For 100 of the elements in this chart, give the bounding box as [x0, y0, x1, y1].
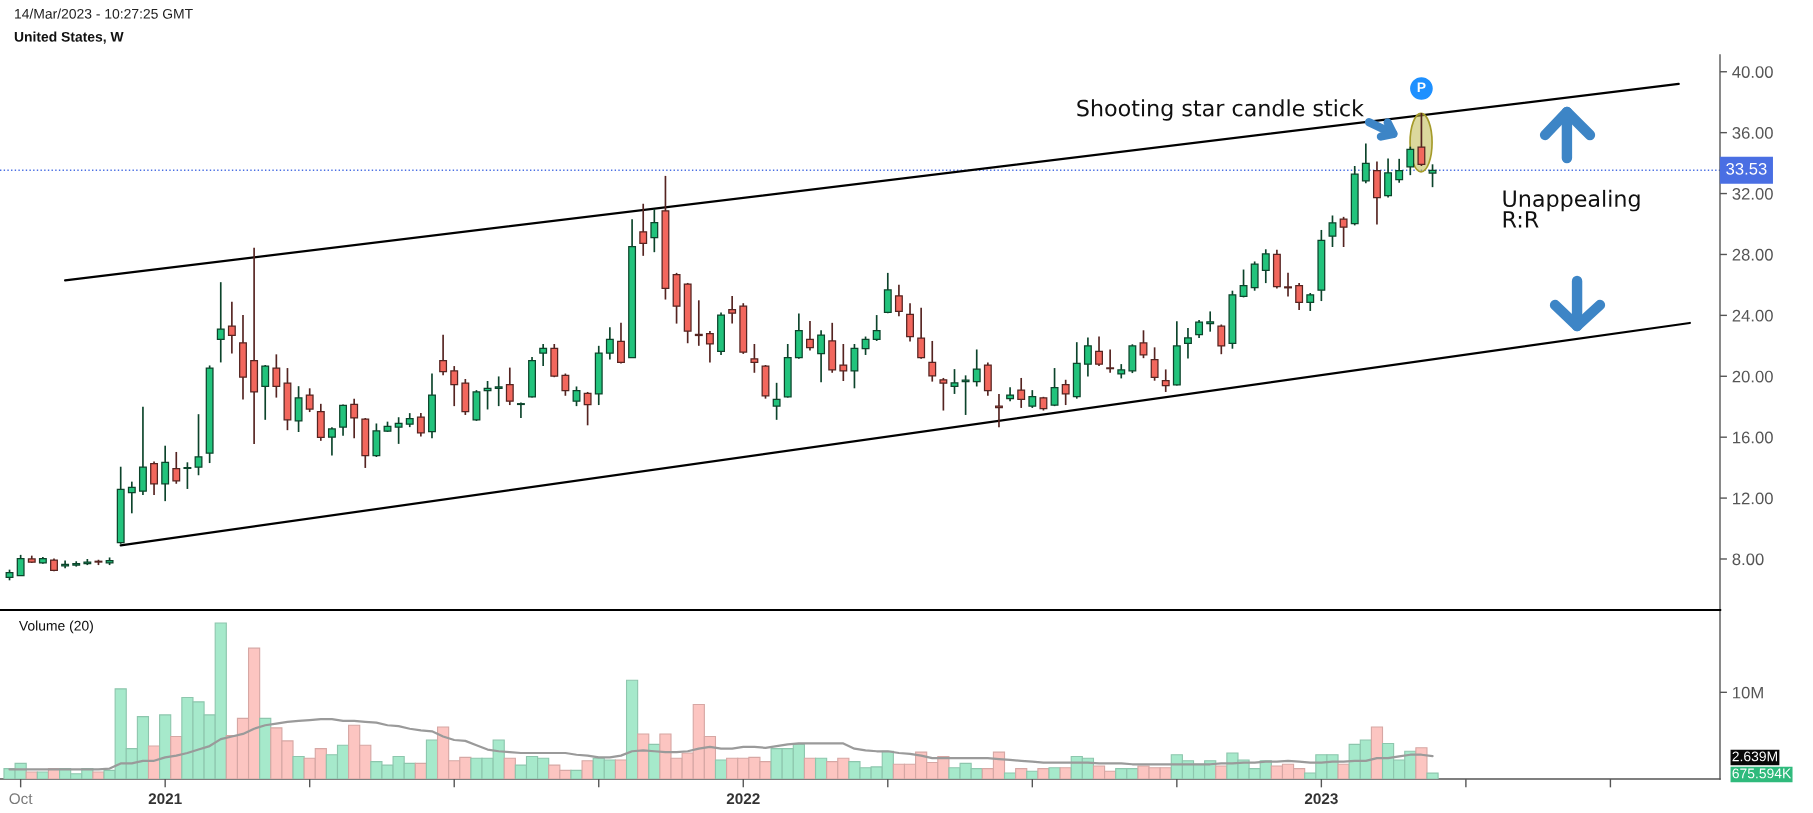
y-tick-label: 2.639M [1732, 751, 1777, 762]
bar [1215, 765, 1228, 779]
candlestick [272, 353, 281, 399]
candlestick [1017, 377, 1026, 409]
candlestick [539, 343, 548, 367]
bar [1003, 772, 1017, 779]
candlestick [1384, 157, 1393, 199]
candlestick [561, 372, 570, 397]
candlestick [194, 413, 203, 477]
y-tick-label: 20.00 [1732, 370, 1773, 383]
candlestick [750, 343, 759, 374]
annotation: Unappealing R:R [1503, 189, 1640, 228]
candlestick [1050, 367, 1059, 407]
candlestick [806, 320, 814, 352]
text: Volume (20) [18, 620, 93, 634]
y-tick-label: 36.00 [1732, 127, 1773, 139]
candlestick [605, 326, 614, 361]
candlestick [650, 208, 659, 254]
bar [814, 757, 828, 779]
y-tick-label: 675.594K [1732, 768, 1792, 779]
x-tick-label: 2023 [1304, 793, 1338, 805]
candlestick [817, 329, 826, 384]
candlestick [850, 343, 859, 390]
candlestick [1295, 282, 1304, 311]
candlestick [450, 365, 459, 407]
candlestick [350, 397, 359, 440]
bar [1015, 768, 1028, 779]
candlestick [516, 401, 525, 419]
candlestick [883, 272, 892, 315]
candlestick [861, 335, 870, 356]
candlestick [16, 554, 25, 577]
y-tick-label: 40.00 [1732, 66, 1773, 78]
candlestick [416, 412, 425, 438]
candlestick [261, 364, 270, 421]
y-tick-label: 16.00 [1733, 431, 1773, 444]
candlestick [483, 380, 492, 411]
candlestick [216, 281, 225, 364]
y-tick-label: 28.00 [1732, 248, 1773, 261]
annotation: P [1417, 82, 1426, 93]
bar [292, 755, 305, 779]
bar [1037, 768, 1050, 779]
bar [1059, 767, 1072, 779]
candlestick [939, 377, 948, 412]
bar [425, 739, 439, 779]
candlestick [1150, 346, 1159, 382]
candlestick [172, 451, 181, 485]
candlestick [1339, 216, 1348, 248]
y-tick-label: 10M [1733, 686, 1763, 699]
bar [25, 771, 38, 779]
candlestick [1095, 335, 1103, 367]
candlestick [1139, 329, 1148, 359]
bar [36, 771, 49, 779]
candlestick [327, 426, 336, 457]
candlestick [917, 306, 926, 360]
chart-title: United States, W [14, 31, 124, 44]
candlestick [639, 202, 648, 257]
candlestick [150, 460, 159, 496]
candlestick [694, 299, 703, 347]
candlestick [906, 302, 914, 343]
candlestick [572, 385, 581, 407]
y-tick-label: 12.00 [1733, 492, 1773, 505]
bar [1415, 747, 1428, 779]
x-tick-label: Oct [9, 793, 33, 805]
x-tick-label: 2022 [726, 793, 760, 805]
candlestick [339, 403, 348, 437]
candlestick [1239, 268, 1248, 299]
candlestick [1361, 142, 1370, 185]
bar [714, 759, 728, 779]
candlestick [1250, 260, 1259, 292]
candlestick [617, 321, 625, 365]
candlestick [894, 283, 903, 317]
candlestick [1106, 348, 1115, 374]
bar [625, 679, 639, 779]
bar [1048, 767, 1061, 779]
bar [1370, 726, 1384, 779]
text: 14/Mar/2023 - 10:27:25 GMT [15, 8, 193, 19]
candlestick [772, 381, 781, 421]
bar [614, 759, 628, 779]
candlestick [161, 444, 170, 502]
bar [503, 757, 516, 779]
candlestick [1417, 112, 1426, 167]
bar [1426, 772, 1439, 779]
candlestick [972, 348, 981, 388]
bar [92, 771, 105, 779]
bar [1337, 763, 1350, 779]
candlestick [1284, 271, 1292, 298]
annotation: Shooting star candle stick [1077, 99, 1364, 121]
candlestick [728, 295, 737, 325]
candlestick [1206, 310, 1215, 333]
candlestick [1183, 327, 1192, 360]
candlestick [1061, 378, 1070, 406]
candlestick [872, 314, 881, 342]
candlestick [305, 387, 314, 413]
candlestick [439, 333, 448, 377]
x-tick-label: 2021 [148, 793, 182, 805]
candlestick [1395, 158, 1404, 184]
candlestick [1328, 214, 1337, 248]
bar [159, 714, 172, 779]
candlestick [183, 461, 192, 490]
bar [414, 762, 427, 779]
